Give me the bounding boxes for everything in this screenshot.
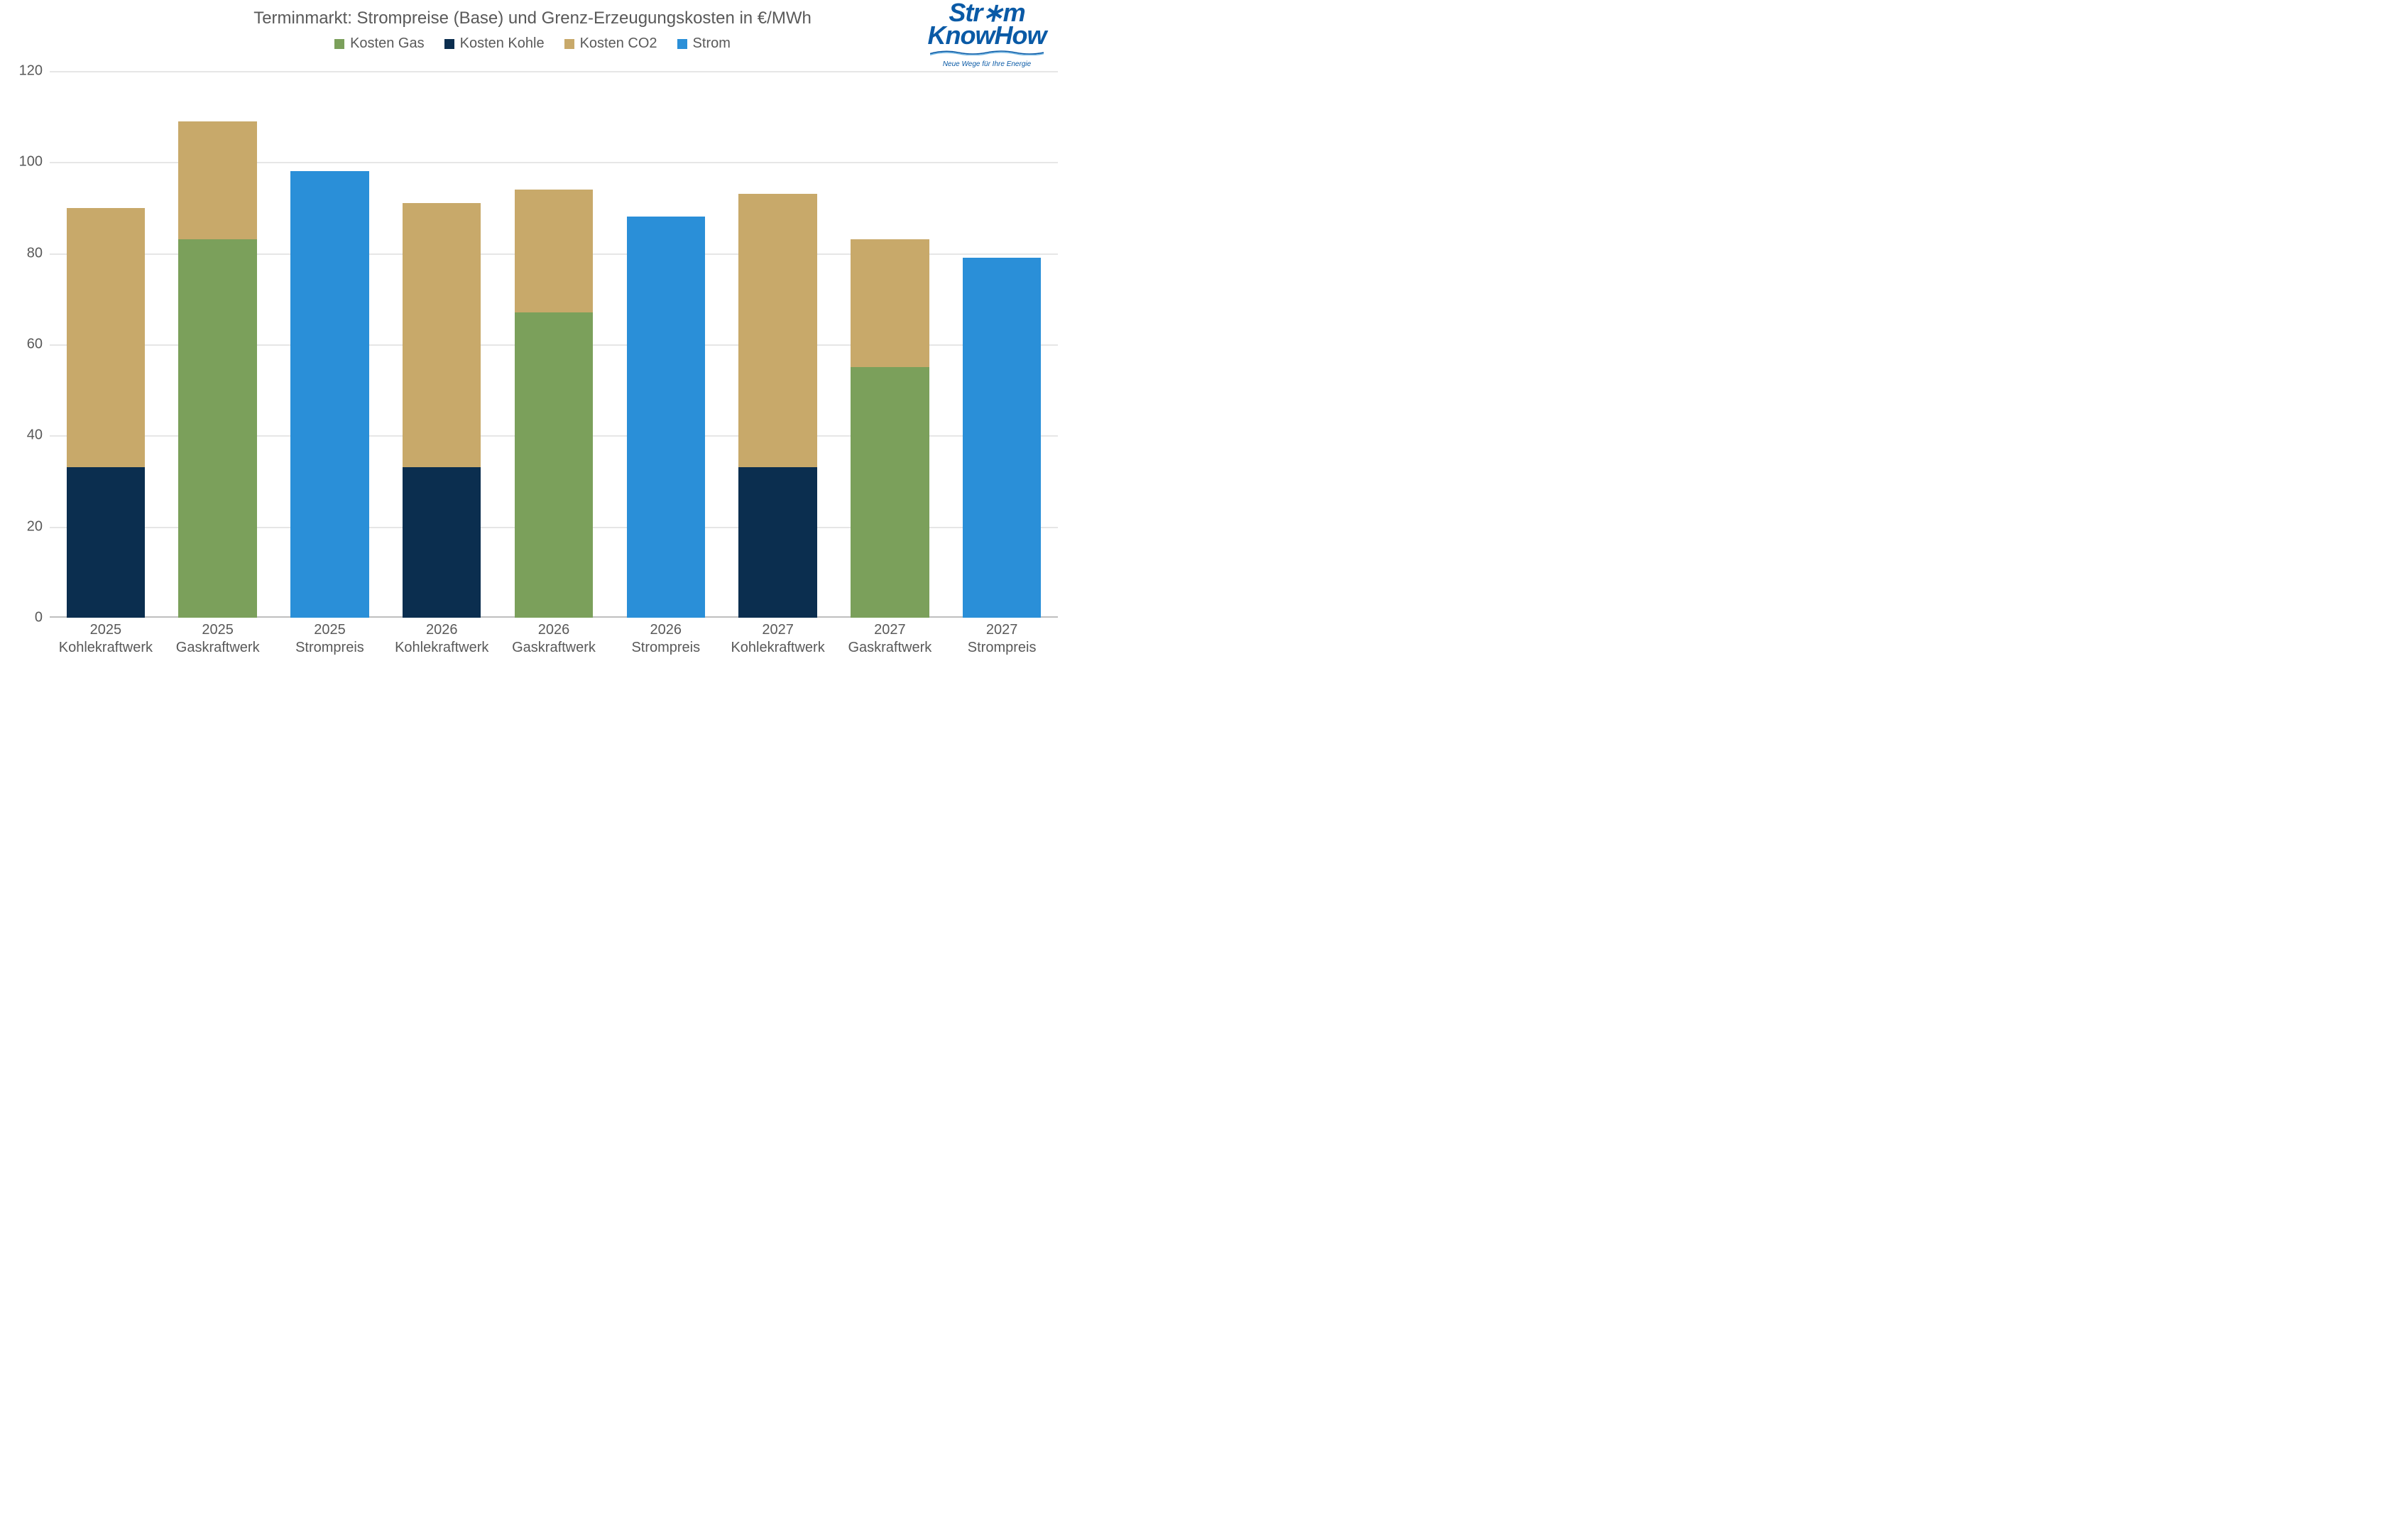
brand-logo: Str∗m KnowHow Neue Wege für Ihre Energie xyxy=(916,1,1058,68)
bar-segment-co2 xyxy=(851,239,929,367)
bar-slot xyxy=(722,71,834,618)
x-tick-label-year: 2026 xyxy=(386,621,498,639)
legend-label: Kosten Kohle xyxy=(460,36,545,52)
x-tick-label-type: Kohlekraftwerk xyxy=(50,639,162,657)
x-tick-label-type: Gaskraftwerk xyxy=(162,639,274,657)
logo-text-2: KnowHow xyxy=(916,24,1058,47)
x-tick-label: 2027Kohlekraftwerk xyxy=(722,621,834,657)
legend-swatch xyxy=(564,39,574,49)
bar-segment-co2 xyxy=(178,121,256,240)
y-tick-label: 60 xyxy=(0,337,43,353)
legend-swatch xyxy=(677,39,687,49)
x-tick-label-type: Kohlekraftwerk xyxy=(386,639,498,657)
bar-slot xyxy=(946,71,1058,618)
legend-item: Kosten Kohle xyxy=(444,36,545,52)
x-tick-label-type: Gaskraftwerk xyxy=(498,639,610,657)
y-tick-label: 100 xyxy=(0,154,43,170)
x-tick-label-year: 2026 xyxy=(498,621,610,639)
legend-label: Strom xyxy=(693,36,731,52)
y-tick-label: 20 xyxy=(0,518,43,535)
bar-segment-gas xyxy=(851,367,929,618)
x-tick-label: 2025Gaskraftwerk xyxy=(162,621,274,657)
bar-segment-co2 xyxy=(67,208,145,468)
logo-wave-icon xyxy=(930,50,1044,55)
x-tick-label: 2027Strompreis xyxy=(946,621,1058,657)
x-tick-label-year: 2025 xyxy=(274,621,386,639)
x-tick-label-type: Strompreis xyxy=(274,639,386,657)
legend-item: Kosten CO2 xyxy=(564,36,657,52)
x-tick-label-year: 2026 xyxy=(610,621,722,639)
x-tick-label-type: Strompreis xyxy=(610,639,722,657)
legend-label: Kosten Gas xyxy=(350,36,425,52)
x-tick-label-year: 2027 xyxy=(834,621,946,639)
x-tick-label: 2025Kohlekraftwerk xyxy=(50,621,162,657)
bar-segment-co2 xyxy=(738,194,816,467)
x-tick-label: 2027Gaskraftwerk xyxy=(834,621,946,657)
bar-segment-strom xyxy=(627,217,705,618)
bar-segment-kohle xyxy=(738,467,816,618)
y-tick-label: 120 xyxy=(0,63,43,80)
legend-label: Kosten CO2 xyxy=(580,36,657,52)
x-tick-label: 2026Strompreis xyxy=(610,621,722,657)
x-tick-label-year: 2025 xyxy=(50,621,162,639)
bars-area xyxy=(50,71,1058,618)
x-axis-labels: 2025Kohlekraftwerk2025Gaskraftwerk2025St… xyxy=(50,621,1058,657)
chart-title: Terminmarkt: Strompreise (Base) und Gren… xyxy=(0,9,1065,28)
y-tick-label: 40 xyxy=(0,427,43,444)
bar-slot xyxy=(834,71,946,618)
x-tick-label: 2026Gaskraftwerk xyxy=(498,621,610,657)
y-tick-label: 80 xyxy=(0,245,43,261)
x-tick-label-year: 2025 xyxy=(162,621,274,639)
bar-slot xyxy=(498,71,610,618)
chart-container: Terminmarkt: Strompreise (Base) und Gren… xyxy=(0,0,1065,689)
x-tick-label-type: Kohlekraftwerk xyxy=(722,639,834,657)
bar-segment-kohle xyxy=(403,467,481,618)
bar-segment-co2 xyxy=(403,203,481,467)
bar-segment-co2 xyxy=(515,190,593,312)
y-tick-label: 0 xyxy=(0,610,43,626)
legend-swatch xyxy=(444,39,454,49)
x-tick-label-year: 2027 xyxy=(722,621,834,639)
bar-slot xyxy=(50,71,162,618)
x-tick-label-type: Strompreis xyxy=(946,639,1058,657)
legend-swatch xyxy=(334,39,344,49)
bar-slot xyxy=(610,71,722,618)
logo-tagline: Neue Wege für Ihre Energie xyxy=(916,60,1058,68)
legend: Kosten Gas Kosten Kohle Kosten CO2 Strom xyxy=(0,36,1065,52)
bar-slot xyxy=(162,71,274,618)
bar-segment-gas xyxy=(178,239,256,618)
legend-item: Kosten Gas xyxy=(334,36,425,52)
bar-slot xyxy=(274,71,386,618)
bar-segment-strom xyxy=(963,258,1041,618)
x-tick-label: 2026Kohlekraftwerk xyxy=(386,621,498,657)
x-tick-label-type: Gaskraftwerk xyxy=(834,639,946,657)
bar-segment-kohle xyxy=(67,467,145,618)
bar-segment-gas xyxy=(515,312,593,618)
bar-slot xyxy=(386,71,498,618)
bar-segment-strom xyxy=(290,171,368,618)
legend-item: Strom xyxy=(677,36,731,52)
x-tick-label: 2025Strompreis xyxy=(274,621,386,657)
x-tick-label-year: 2027 xyxy=(946,621,1058,639)
